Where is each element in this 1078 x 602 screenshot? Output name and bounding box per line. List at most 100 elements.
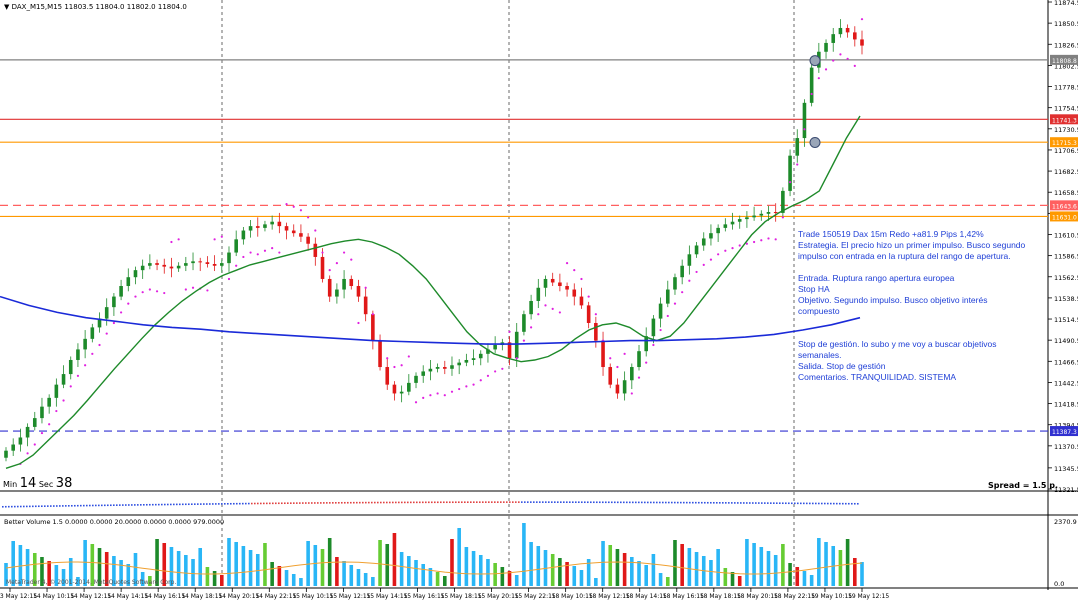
candle-body [421,371,426,376]
indicator-dot [608,501,610,504]
annotation-line: Objetivo. Segundo impulso. Busco objetiv… [798,295,988,305]
indicator-dot [491,501,493,503]
indicator-dot [116,504,118,506]
indicator-dot [191,503,193,506]
volume-bar [119,560,123,586]
x-tick-label: 15 May 10:15 [292,593,333,600]
candle-body [198,261,203,263]
indicator-dot [824,502,826,505]
y-tick-label: 11442.5 [1054,379,1078,387]
x-tick-label: 18 May 18:15 [700,593,741,600]
volume-bar [615,549,620,586]
indicator-dot [605,501,607,504]
sma-line [0,295,861,345]
volume-bar [363,573,368,586]
indicator-dot [668,501,670,504]
candle-body [112,296,116,308]
indicator-dot [185,503,187,506]
collapse-triangle-icon[interactable]: ▼ [4,3,10,11]
sar-dot [709,258,713,261]
volume-bar [306,541,310,586]
candle-body [550,278,555,283]
volume-bar [371,577,375,586]
sar-dot [328,269,331,272]
sar-dot [436,392,439,395]
candle-body [349,278,354,287]
indicator-dot [461,501,463,504]
indicator-dot [524,501,526,503]
volume-bar [47,561,51,586]
indicator-dot [842,502,844,505]
indicator-dot [266,502,268,505]
indicator-dot [371,501,373,504]
candle-body [435,367,440,369]
volume-bar [565,562,569,586]
sar-dot [263,249,267,252]
volume-bar [536,546,541,586]
annotation-line [798,317,1043,328]
volume-bar [773,555,778,586]
indicator-dot [335,502,337,504]
sar-dot [860,18,864,21]
indicator-dot [665,501,667,504]
y-tick-label: 11345.5 [1054,465,1078,473]
candle-body [457,362,461,366]
indicator-dot [695,501,697,504]
chart-header: ▼ DAX_M15,M15 11803.5 11804.0 11802.0 11… [4,3,187,11]
candle-body [723,224,728,228]
indicator-dot [125,504,127,506]
candle-body [169,266,174,269]
indicator-dot [197,503,199,505]
indicator-dot [89,504,91,507]
volume-bar [421,564,426,586]
sar-dot [350,258,353,261]
indicator-dot [464,501,466,504]
indicator-dot [80,504,82,507]
sar-dot [681,291,684,294]
indicator-dot [821,502,823,505]
indicator-dot [725,502,727,504]
indicator-dot [554,501,556,503]
indicator-dot [368,501,370,504]
indicator-dot [347,501,349,504]
indicator-dot [809,502,811,505]
volume-bar [745,539,749,586]
indicator-dot [581,501,583,504]
sar-dot [170,240,173,244]
ohlc-label: 11803.5 11804.0 11802.0 11804.0 [64,3,187,11]
indicator-dot [641,501,643,504]
annotation-line: Entrada. Ruptura rango apertura europea [798,273,955,283]
price-level-label: 11387.3 [1052,429,1077,436]
indicator-dot [140,504,142,506]
sar-dot [616,365,619,369]
indicator-dot [686,501,688,504]
volume-bar [54,565,59,586]
candle-body [40,406,44,419]
volume-bar [781,544,785,586]
indicator-dot [584,501,586,504]
indicator-dot [590,501,592,504]
indicator-dot [458,501,460,504]
indicator-dot [779,502,781,505]
indicator-dot [362,501,364,504]
candle-body [54,384,59,398]
sar-dot [422,396,425,399]
volume-bar [97,548,102,586]
indicator-dot [656,501,658,504]
indicator-dot [506,501,508,503]
indicator-dot [119,504,121,506]
indicator-dot [215,503,217,505]
candle-body [522,314,526,332]
sar-dot [112,321,115,325]
indicator-dot [479,501,481,503]
x-tick-label: 15 May 14:15 [366,593,407,600]
indicator-dot [530,501,532,503]
candle-body [493,345,497,350]
indicator-dot [854,502,856,505]
indicator-dot [128,504,130,506]
sar-dot [148,288,151,291]
indicator-dot [104,504,106,507]
annotation-line [798,328,1043,339]
indicator-dot [422,501,424,504]
x-tick-label: 14 May 14:15 [107,593,148,600]
